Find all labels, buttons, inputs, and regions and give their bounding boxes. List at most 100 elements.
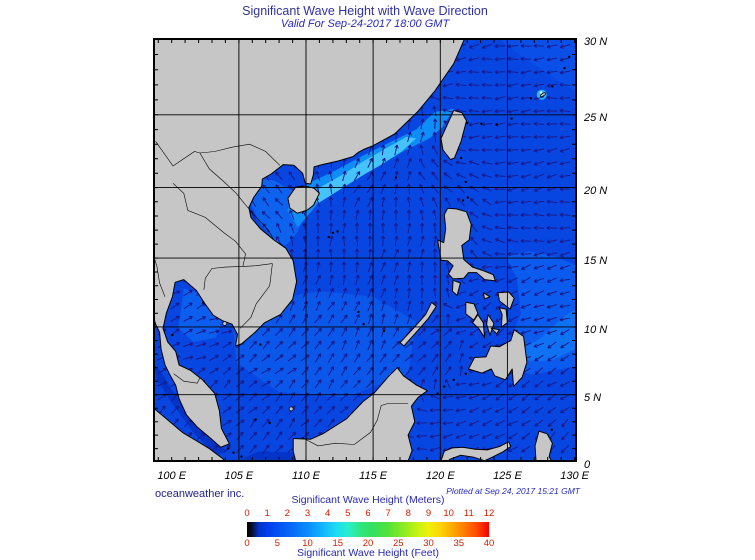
- island-speck: [331, 231, 335, 235]
- island-speck: [254, 418, 257, 421]
- meters-tick-12: 12: [483, 508, 495, 519]
- lon-label-105E: 105 E: [224, 470, 254, 482]
- island-speck: [382, 329, 386, 333]
- landmass: [287, 185, 320, 214]
- plotted-timestamp: Plotted at Sep 24, 2017 15:21 GMT: [446, 486, 580, 496]
- landmass: [482, 292, 491, 300]
- lat-label-0: 0: [584, 459, 591, 471]
- island-speck: [495, 123, 498, 126]
- island-speck: [529, 97, 533, 100]
- landmass: [451, 279, 461, 296]
- legend-colorbar: [247, 522, 489, 537]
- storm-center-dot: [539, 91, 543, 94]
- island-speck: [202, 301, 205, 304]
- country-border: [239, 263, 273, 329]
- island-speck: [452, 378, 455, 382]
- lat-label-10N: 10 N: [584, 323, 608, 336]
- island-speck: [171, 333, 174, 337]
- island-speck: [232, 451, 235, 454]
- feet-tick-25: 25: [392, 538, 404, 549]
- feet-tick-35: 35: [453, 538, 465, 549]
- legend-meters-title: Significant Wave Height (Meters): [291, 494, 445, 506]
- island-speck: [480, 122, 483, 125]
- country-border: [301, 403, 409, 447]
- island-speck: [436, 392, 439, 395]
- island-speck: [394, 176, 398, 179]
- meters-tick-0: 0: [244, 508, 250, 519]
- landmass: [465, 301, 479, 321]
- landmass: [440, 441, 512, 462]
- landmass: [399, 301, 437, 347]
- island-speck: [259, 343, 262, 346]
- island-speck: [357, 310, 360, 314]
- legend-feet-title: Significant Wave Height (Feet): [296, 547, 439, 559]
- island-speck: [466, 196, 469, 199]
- landmass: [437, 207, 496, 282]
- meters-tick-3: 3: [304, 508, 311, 519]
- lat-label-15N: 15 N: [584, 255, 608, 268]
- wave-region-hk-swell-core: [310, 136, 417, 204]
- landmass: [153, 406, 228, 462]
- legend-meters-ticks: 0 1 2 3 4 5 6 7 8 9 10 11 12: [244, 508, 494, 520]
- lat-label-25N: 25 N: [584, 111, 608, 124]
- island-speck: [563, 67, 566, 70]
- meters-tick-11: 11: [463, 508, 474, 519]
- landmass: [498, 307, 508, 328]
- island-speck: [568, 55, 571, 58]
- meters-tick-9: 9: [425, 508, 432, 519]
- country-border: [172, 183, 246, 267]
- landmass: [468, 329, 528, 388]
- feet-tick-10: 10: [302, 538, 313, 549]
- meters-tick-10: 10: [443, 508, 454, 519]
- meters-tick-5: 5: [345, 508, 351, 519]
- lon-label-110E: 110 E: [292, 470, 320, 482]
- landmass: [490, 327, 500, 335]
- island-speck: [464, 180, 467, 184]
- lon-label-120E: 120 E: [425, 470, 455, 482]
- island-speck: [466, 121, 469, 125]
- lon-label-130E: 130 E: [560, 470, 589, 482]
- lon-label-115E: 115 E: [359, 470, 388, 482]
- valid-time-subtitle: Valid For Sep-24-2017 18:00 GMT: [280, 18, 450, 30]
- lat-label-5N: 5 N: [584, 391, 602, 404]
- map-frame: [153, 38, 577, 462]
- country-border: [242, 263, 273, 267]
- island-natuna: [288, 406, 294, 412]
- island-speck: [459, 156, 463, 160]
- landmass: [497, 291, 515, 310]
- meters-tick-1: 1: [264, 508, 270, 519]
- feet-tick-30: 30: [423, 538, 434, 549]
- wave-region-ne-pacific-band: [498, 38, 577, 93]
- landmass: [153, 38, 465, 448]
- meters-tick-6: 6: [365, 508, 371, 519]
- island-speck: [362, 323, 365, 326]
- island-speck: [240, 455, 243, 458]
- meters-tick-2: 2: [284, 508, 290, 519]
- lon-label-125E: 125 E: [493, 470, 522, 482]
- feet-tick-40: 40: [483, 538, 495, 549]
- meters-tick-7: 7: [385, 508, 391, 519]
- country-border: [173, 373, 201, 384]
- island-speck: [551, 85, 554, 88]
- feet-tick-0: 0: [244, 538, 250, 549]
- country-border: [203, 266, 243, 290]
- feet-tick-5: 5: [274, 538, 280, 549]
- island-speck: [336, 230, 339, 233]
- country-border: [199, 152, 275, 241]
- feet-tick-20: 20: [362, 538, 374, 549]
- meters-tick-4: 4: [325, 508, 331, 519]
- meters-tick-8: 8: [405, 508, 411, 519]
- graticule: [153, 38, 577, 462]
- island-okinawa: [540, 92, 546, 98]
- lon-label-100E: 100 E: [157, 470, 187, 482]
- island-speck: [327, 235, 330, 239]
- island-speck: [510, 117, 513, 120]
- island-speck: [226, 447, 230, 450]
- credit-text: oceanweather inc.: [155, 488, 245, 500]
- landmass: [440, 109, 467, 160]
- landmass: [292, 367, 428, 462]
- country-border: [155, 141, 281, 167]
- feet-tick-15: 15: [332, 538, 344, 549]
- island-speck: [268, 421, 271, 425]
- map-canvas: [153, 38, 577, 462]
